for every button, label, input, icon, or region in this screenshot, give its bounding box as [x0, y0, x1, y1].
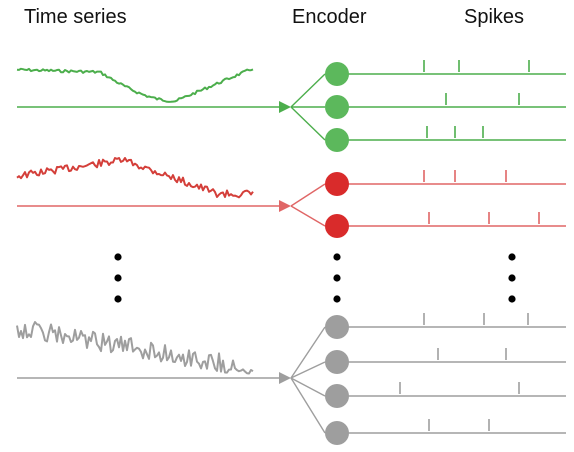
- fan-line-green-2: [290, 106, 326, 141]
- ellipsis-dot-encoder-0: [333, 253, 341, 261]
- header-time-series: Time series: [24, 6, 127, 28]
- ellipsis-dot-time-series-2: [114, 295, 122, 303]
- fan-line-green-0: [290, 73, 326, 108]
- neuron-green-2: [325, 128, 349, 152]
- arrowhead-red: [279, 200, 291, 212]
- ellipsis-dot-time-series-1: [114, 274, 122, 282]
- arrowhead-gray: [279, 372, 291, 384]
- neuron-gray-0: [325, 315, 349, 339]
- ellipsis-dot-encoder-1: [333, 274, 341, 282]
- fan-line-gray-2: [290, 377, 326, 397]
- neuron-green-1: [325, 95, 349, 119]
- fan-line-gray-0: [290, 326, 326, 379]
- fan-line-red-0: [290, 183, 326, 207]
- ellipsis-dot-spikes-2: [508, 295, 516, 303]
- neuron-red-0: [325, 172, 349, 196]
- arrowhead-green: [279, 101, 291, 113]
- fan-line-gray-1: [290, 361, 326, 379]
- time-series-wave-gray: [16, 321, 254, 375]
- fan-line-red-1: [290, 205, 326, 227]
- header-spikes: Spikes: [464, 6, 525, 28]
- fan-line-gray-3: [290, 377, 326, 434]
- neuron-green-0: [325, 62, 349, 86]
- ellipsis-dot-time-series-0: [114, 253, 122, 261]
- ellipsis-dot-spikes-0: [508, 253, 516, 261]
- time-series-wave-red: [16, 157, 254, 199]
- neuron-gray-2: [325, 384, 349, 408]
- neuron-gray-1: [325, 350, 349, 374]
- header-encoder: Encoder: [292, 6, 367, 28]
- neuron-gray-3: [325, 421, 349, 445]
- ellipsis-dot-spikes-1: [508, 274, 516, 282]
- ellipsis-dot-encoder-2: [333, 295, 341, 303]
- time-series-wave-green: [16, 67, 254, 103]
- neuron-red-1: [325, 214, 349, 238]
